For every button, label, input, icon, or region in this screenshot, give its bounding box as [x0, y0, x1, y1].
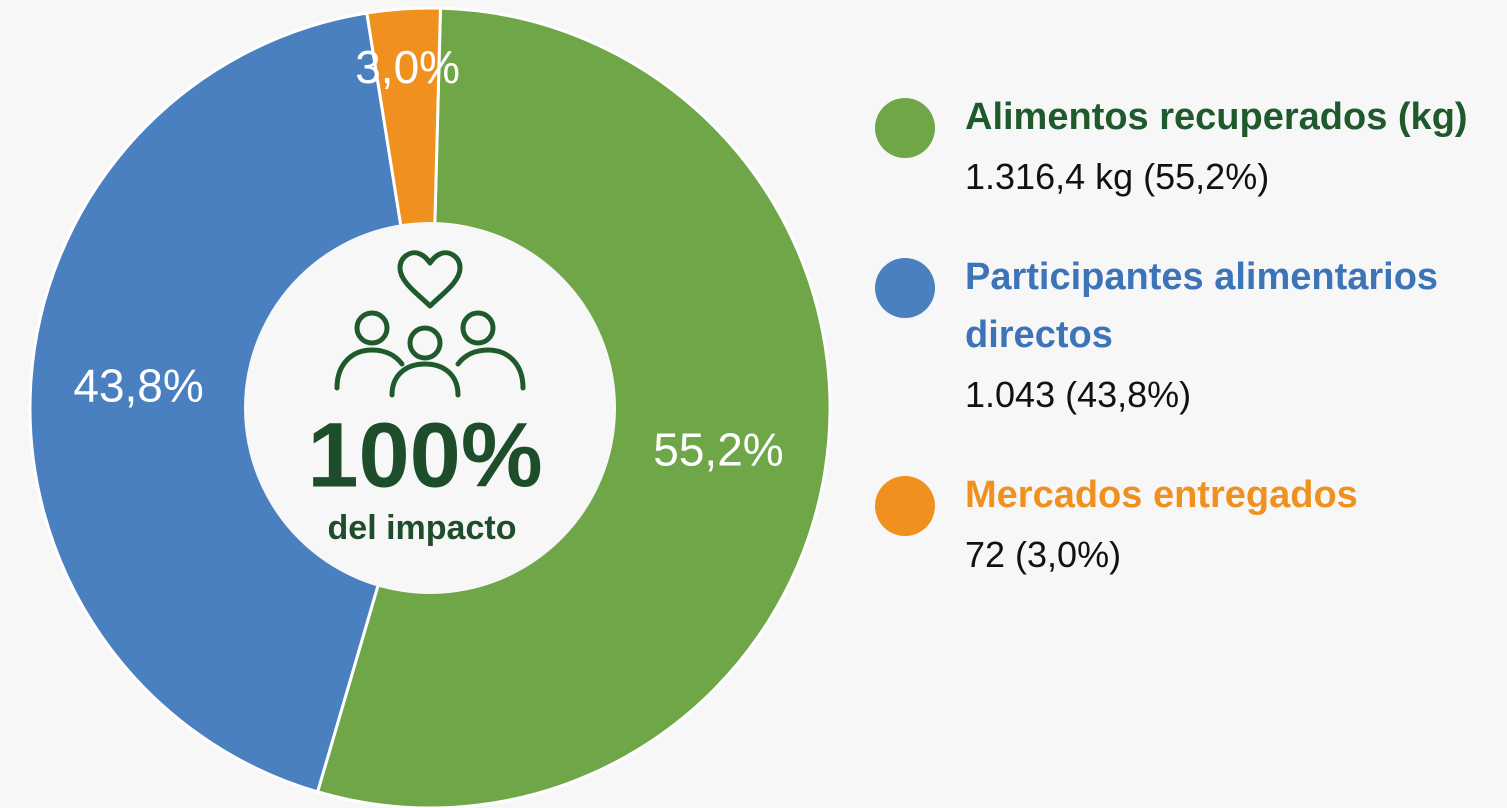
legend-name: Mercados entregados [965, 474, 1358, 516]
legend-item: Mercados entregados 72 (3,0%) [875, 466, 1500, 586]
donut-chart: 100% del impacto 55,2% 43,8% 3,0% [28, 6, 832, 808]
legend-item: Participantes alimentarios directos 1.043… [875, 248, 1500, 426]
legend-marker [875, 258, 935, 318]
slice-label: 43,8% [73, 360, 203, 412]
legend-name: Alimentos recuperados (kg) [965, 96, 1468, 138]
donut-hole [244, 222, 616, 594]
slice-label: 3,0% [355, 41, 460, 93]
legend-detail: 1.316,4 kg (55,2%) [965, 156, 1270, 197]
legend-marker [875, 98, 935, 158]
legend-marker [875, 476, 935, 536]
slice-label: 55,2% [653, 423, 783, 475]
center-sublabel: del impacto [328, 509, 517, 547]
people-icon [334, 250, 526, 398]
heart-icon [397, 250, 463, 309]
legend-detail: 1.043 (43,8%) [965, 374, 1192, 415]
slice [28, 11, 432, 794]
legend-name: Participantes alimentarios directos [965, 256, 1439, 356]
legend: Alimentos recuperados (kg) 1.316,4 kg (55… [875, 88, 1500, 626]
center-label: 100% [307, 404, 542, 506]
legend-detail: 72 (3,0%) [965, 534, 1122, 575]
legend-item: Alimentos recuperados (kg) 1.316,4 kg (55… [875, 88, 1500, 208]
